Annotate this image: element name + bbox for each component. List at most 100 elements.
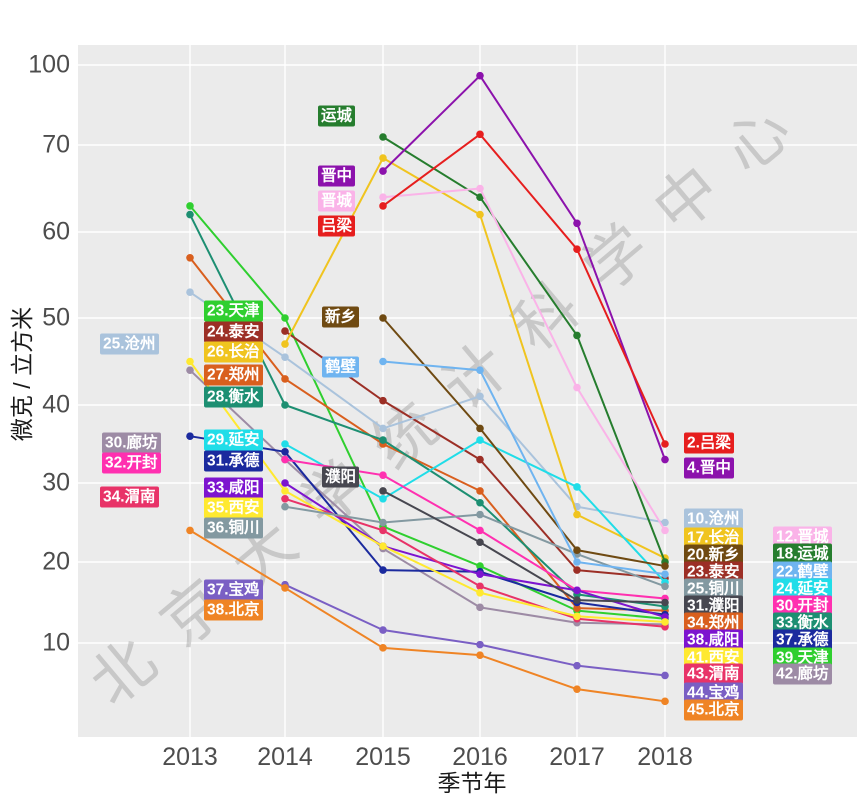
series-point-chengde: [281, 448, 289, 456]
city-label: 42.廊坊: [773, 663, 832, 685]
series-point-cangzhou: [186, 288, 194, 297]
series-point-yuncheng: [476, 193, 484, 201]
series-point-jinzhong: [379, 167, 387, 175]
city-label: 37.宝鸡: [204, 579, 263, 601]
city-label: 34.郑州: [684, 612, 743, 634]
series-point-tianjin: [476, 562, 484, 570]
city-label: 28.衡水: [204, 386, 263, 408]
city-label: 运城: [318, 105, 356, 127]
series-point-puyang: [379, 487, 387, 495]
series-point-jincheng: [661, 526, 669, 535]
series-point-zhengzhou: [573, 604, 581, 612]
city-label: 23.天津: [204, 300, 263, 322]
y-tick-label: 40: [42, 390, 70, 419]
series-point-xian: [281, 487, 289, 495]
x-tick-label: 2014: [257, 743, 313, 771]
series-line-langfang: [189, 369, 666, 626]
series-point-xian: [573, 612, 581, 621]
y-tick-label: 30: [42, 468, 70, 497]
city-label: 23.泰安: [684, 561, 743, 583]
series-point-beijing: [281, 584, 289, 592]
city-label: 20.新乡: [684, 544, 743, 566]
series-point-beijing: [476, 651, 484, 659]
series-point-xianyang: [476, 570, 484, 578]
series-point-langfang: [186, 366, 194, 375]
x-tick-label: 2018: [637, 743, 693, 771]
series-line-cangzhou: [189, 291, 666, 524]
city-label: 30.廊坊: [102, 432, 161, 454]
city-label: 31.承德: [204, 450, 263, 472]
city-label: 鹤壁: [322, 356, 360, 378]
series-point-xinxiang: [379, 314, 387, 322]
series-point-hebi: [379, 357, 387, 366]
series-point-tongchuan: [281, 502, 289, 511]
city-label: 38.北京: [204, 599, 263, 621]
y-tick-label: 20: [42, 547, 70, 576]
series-line-puyang: [382, 489, 666, 604]
city-label: 29.延安: [204, 429, 263, 451]
series-point-taian: [281, 327, 289, 335]
series-point-hengshui: [379, 436, 387, 444]
city-label: 31.濮阳: [684, 595, 743, 617]
series-point-baoji: [573, 661, 581, 670]
city-label: 43.渭南: [684, 663, 743, 685]
city-label: 17.长治: [684, 527, 743, 549]
city-label: 10.沧州: [684, 508, 743, 530]
series-line-beijing: [189, 529, 666, 703]
series-point-zhengzhou: [476, 487, 484, 495]
y-tick-label: 10: [42, 628, 70, 657]
city-label: 24.延安: [773, 578, 832, 600]
series-point-xinxiang: [661, 562, 669, 570]
series-point-jinzhong: [661, 455, 669, 464]
series-point-chengde: [379, 566, 387, 574]
series-line-xianyang: [284, 482, 666, 619]
city-label: 36.铜川: [204, 517, 263, 539]
series-point-baoji: [661, 671, 669, 680]
series-point-chengde: [186, 432, 194, 441]
series-point-kaifeng: [379, 471, 387, 480]
series-point-jinzhong: [573, 219, 581, 228]
series-point-xian: [379, 542, 387, 550]
city-label: 26.长治: [204, 341, 263, 363]
x-tick-label: 2015: [355, 743, 411, 771]
city-label: 25.铜川: [684, 578, 743, 600]
series-point-baoji: [476, 640, 484, 649]
city-label: 37.承德: [773, 629, 832, 651]
x-tick-label: 2016: [452, 743, 508, 771]
series-point-xian: [661, 618, 669, 626]
city-label: 25.沧州: [100, 333, 159, 355]
y-tick-label: 70: [42, 130, 70, 159]
series-point-yanan: [281, 440, 289, 448]
x-tick-label: 2017: [549, 743, 605, 771]
series-point-hengshui: [186, 210, 194, 219]
city-label: 35.西安: [204, 497, 263, 519]
city-label: 33.咸阳: [204, 477, 263, 499]
series-point-lvliang: [573, 245, 581, 253]
series-point-changzhi: [281, 340, 289, 348]
series-point-weinan: [281, 495, 289, 503]
series-point-hebi: [573, 558, 581, 566]
series-point-hengshui: [281, 401, 289, 409]
series-line-hebi: [382, 360, 666, 576]
series-line-jinzhong: [382, 74, 666, 461]
series-point-yanan: [476, 436, 484, 444]
series-point-xinxiang: [476, 424, 484, 433]
x-axis-title: 季节年: [437, 770, 507, 796]
series-point-weinan: [379, 526, 387, 535]
series-point-tongchuan: [661, 582, 669, 591]
city-label: 晋中: [318, 165, 356, 187]
city-label: 晋城: [318, 190, 356, 212]
city-label: 吕梁: [318, 215, 356, 237]
series-point-jincheng: [573, 383, 581, 392]
city-label: 38.咸阳: [684, 629, 743, 651]
series-point-cangzhou: [661, 518, 669, 527]
series-point-taian: [379, 396, 387, 405]
series-line-jincheng: [382, 187, 666, 532]
series-point-xinxiang: [573, 546, 581, 554]
series-point-changzhi: [379, 154, 387, 162]
y-axis-title: 微克 / 立方米: [9, 306, 35, 442]
series-point-yanan: [573, 483, 581, 491]
city-label: 27.郑州: [204, 364, 263, 386]
series-point-beijing: [661, 697, 669, 706]
